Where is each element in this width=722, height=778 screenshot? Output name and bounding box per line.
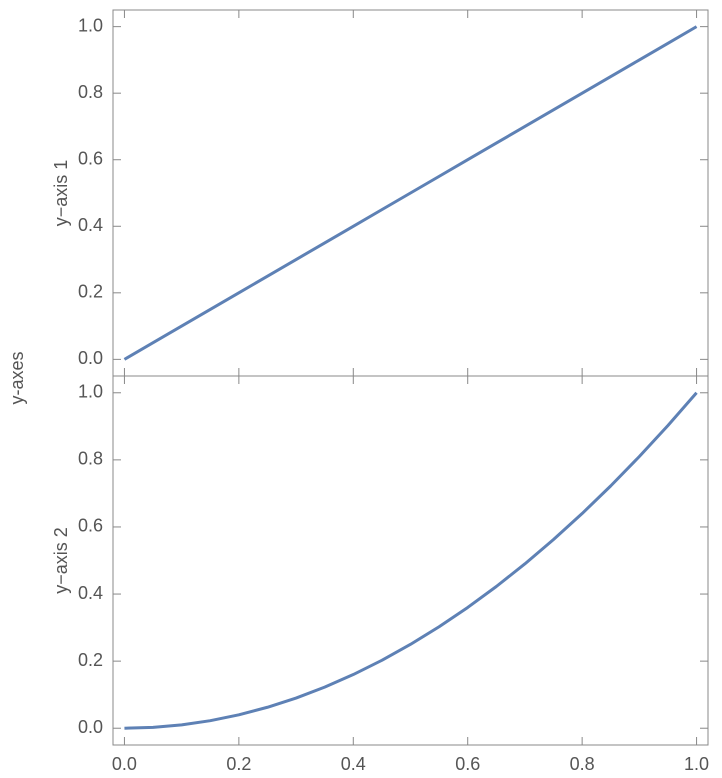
y-tick-label: 0.2	[78, 650, 103, 670]
y-tick-label: 1.0	[78, 15, 103, 35]
y-tick-label: 0.6	[78, 148, 103, 168]
y-tick-label: 0.8	[78, 82, 103, 102]
y-tick-label: 0.0	[78, 348, 103, 368]
y-axis-label: y−axis 2	[51, 527, 71, 594]
y-tick-label: 1.0	[78, 382, 103, 402]
x-tick-label: 1.0	[684, 754, 709, 774]
shared-y-label: y-axes	[7, 351, 27, 404]
y-tick-label: 0.4	[78, 215, 103, 235]
y-tick-label: 0.6	[78, 516, 103, 536]
plot-frame	[112, 375, 709, 746]
line-series	[123, 25, 698, 361]
x-tick-label: 0.4	[341, 754, 366, 774]
y-tick-label: 0.4	[78, 583, 103, 603]
y-axis-label: y−axis 1	[51, 160, 71, 227]
x-tick-label: 0.0	[112, 754, 137, 774]
y-tick-label: 0.2	[78, 282, 103, 302]
line-series	[124, 391, 698, 730]
y-tick-label: 0.0	[78, 717, 103, 737]
x-tick-label: 0.2	[226, 754, 251, 774]
x-tick-label: 0.6	[455, 754, 480, 774]
y-tick-label: 0.8	[78, 449, 103, 469]
x-tick-label: 0.8	[570, 754, 595, 774]
